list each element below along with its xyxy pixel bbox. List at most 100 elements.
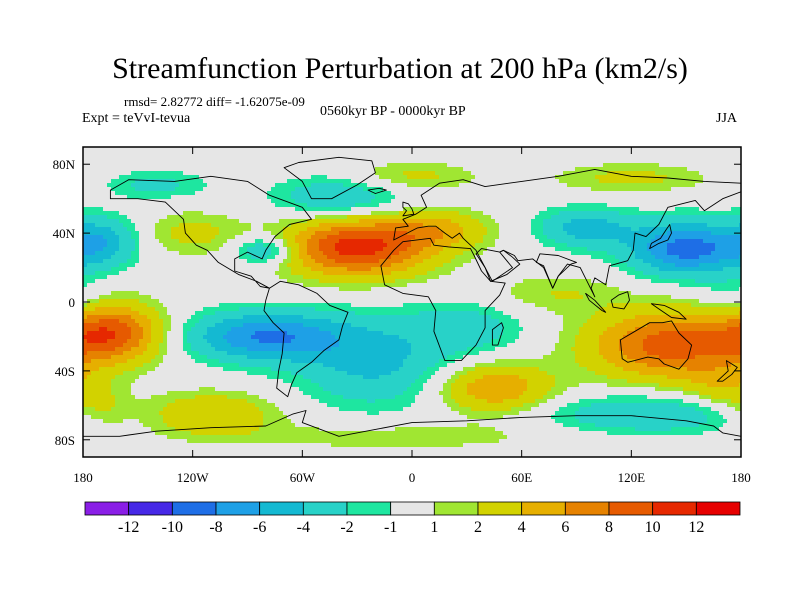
field-cell <box>315 179 320 184</box>
field-cell <box>703 223 708 228</box>
field-cell <box>299 263 304 268</box>
field-cell <box>687 167 692 172</box>
field-cell <box>615 263 620 268</box>
field-cell <box>379 247 384 252</box>
field-cell <box>631 239 636 244</box>
field-cell <box>271 207 276 212</box>
field-cell <box>163 263 168 268</box>
field-cell <box>371 183 376 188</box>
field-cell <box>731 243 736 248</box>
field-cell <box>399 219 404 224</box>
field-cell <box>651 207 656 212</box>
field-cell <box>527 243 532 248</box>
field-cell <box>131 175 136 180</box>
field-cell <box>119 247 124 252</box>
field-cell <box>711 175 716 180</box>
field-cell <box>359 255 364 260</box>
field-cell <box>443 223 448 228</box>
field-cell <box>703 187 708 192</box>
field-cell <box>511 259 516 264</box>
field-cell <box>163 163 168 168</box>
field-cell <box>127 151 132 156</box>
field-cell <box>127 191 132 196</box>
field-cell <box>567 163 572 168</box>
field-cell <box>367 191 372 196</box>
field-cell <box>479 171 484 176</box>
field-cell <box>191 183 196 188</box>
field-cell <box>183 195 188 200</box>
field-cell <box>479 167 484 172</box>
field-cell <box>631 187 636 192</box>
field-cell <box>575 255 580 260</box>
field-cell <box>547 147 552 152</box>
field-cell <box>115 179 120 184</box>
field-cell <box>619 211 624 216</box>
field-cell <box>639 223 644 228</box>
field-cell <box>491 219 496 224</box>
field-cell <box>627 159 632 164</box>
field-cell <box>455 255 460 260</box>
field-cell <box>639 251 644 256</box>
field-cell <box>395 215 400 220</box>
field-cell <box>203 187 208 192</box>
field-cell <box>543 183 548 188</box>
field-cell <box>663 155 668 160</box>
field-cell <box>607 247 612 252</box>
field-cell <box>531 247 536 252</box>
field-cell <box>215 179 220 184</box>
field-cell <box>495 175 500 180</box>
field-cell <box>663 243 668 248</box>
field-cell <box>315 255 320 260</box>
field-cell <box>251 147 256 152</box>
field-cell <box>671 259 676 264</box>
field-cell <box>495 263 500 268</box>
field-cell <box>131 219 136 224</box>
field-cell <box>411 175 416 180</box>
field-cell <box>615 175 620 180</box>
field-cell <box>119 255 124 260</box>
field-cell <box>307 215 312 220</box>
field-cell <box>119 231 124 236</box>
field-cell <box>459 227 464 232</box>
field-cell <box>123 247 128 252</box>
season-label: JJA <box>716 111 738 126</box>
field-cell <box>347 251 352 256</box>
field-cell <box>635 263 640 268</box>
field-cell <box>107 171 112 176</box>
field-cell <box>275 235 280 240</box>
field-cell <box>155 207 160 212</box>
field-cell <box>591 175 596 180</box>
field-cell <box>251 167 256 172</box>
field-cell <box>175 163 180 168</box>
field-cell <box>223 235 228 240</box>
field-cell <box>363 243 368 248</box>
field-cell <box>307 259 312 264</box>
field-cell <box>287 155 292 160</box>
field-cell <box>235 267 240 272</box>
field-cell <box>195 251 200 256</box>
field-cell <box>411 195 416 200</box>
field-cell <box>455 155 460 160</box>
field-cell <box>335 159 340 164</box>
field-cell <box>455 195 460 200</box>
field-cell <box>659 179 664 184</box>
field-cell <box>147 259 152 264</box>
field-cell <box>159 247 164 252</box>
field-cell <box>135 255 140 260</box>
field-cell <box>479 243 484 248</box>
field-cell <box>151 231 156 236</box>
field-cell <box>631 211 636 216</box>
field-cell <box>447 227 452 232</box>
field-cell <box>199 255 204 260</box>
field-cell <box>103 267 108 272</box>
field-cell <box>339 251 344 256</box>
field-cell <box>203 211 208 216</box>
field-cell <box>527 203 532 208</box>
field-cell <box>583 155 588 160</box>
field-cell <box>647 255 652 260</box>
field-cell <box>575 167 580 172</box>
field-cell <box>199 203 204 208</box>
field-cell <box>99 207 104 212</box>
field-cell <box>303 255 308 260</box>
field-cell <box>319 219 324 224</box>
